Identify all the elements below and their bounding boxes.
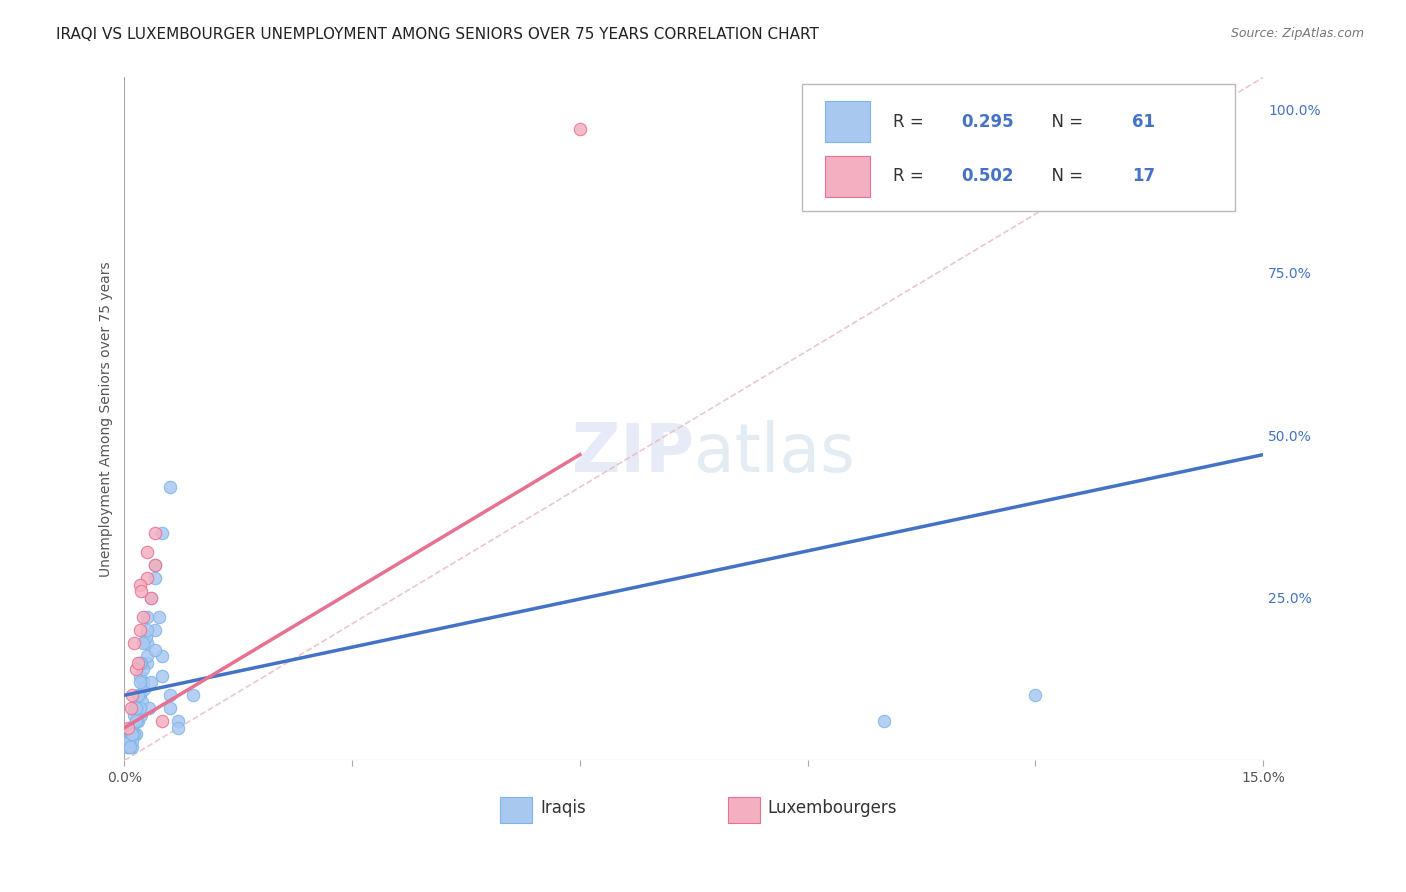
- Point: [125, 714, 148, 729]
- Point: [118, 733, 141, 747]
- Point: [128, 656, 150, 670]
- Point: [132, 610, 155, 624]
- Point: [121, 727, 143, 741]
- Point: [152, 669, 174, 683]
- Point: [139, 591, 162, 605]
- FancyBboxPatch shape: [825, 156, 870, 197]
- FancyBboxPatch shape: [801, 84, 1234, 211]
- Text: R =: R =: [893, 112, 929, 131]
- Point: [118, 740, 141, 755]
- Point: [143, 525, 166, 540]
- Point: [121, 721, 143, 735]
- Text: 0.502: 0.502: [962, 168, 1014, 186]
- Point: [136, 610, 159, 624]
- Point: [136, 649, 159, 664]
- Point: [135, 630, 157, 644]
- Point: [134, 681, 156, 696]
- Point: [148, 610, 170, 624]
- Point: [120, 721, 142, 735]
- Point: [132, 662, 155, 676]
- Point: [143, 624, 166, 638]
- Point: [166, 721, 188, 735]
- Point: [125, 714, 148, 729]
- Point: [143, 558, 166, 573]
- Point: [143, 642, 166, 657]
- Point: [117, 721, 139, 735]
- Point: [120, 721, 142, 735]
- Point: [132, 675, 155, 690]
- Point: [159, 688, 181, 702]
- Point: [136, 571, 159, 585]
- FancyBboxPatch shape: [825, 102, 870, 143]
- Point: [128, 701, 150, 715]
- Point: [120, 727, 142, 741]
- Point: [181, 688, 204, 702]
- Point: [121, 688, 143, 702]
- Point: [128, 624, 150, 638]
- Point: [138, 701, 160, 715]
- FancyBboxPatch shape: [728, 797, 759, 823]
- Point: [117, 740, 139, 755]
- Text: N =: N =: [1042, 112, 1088, 131]
- Point: [131, 695, 153, 709]
- Point: [129, 707, 152, 722]
- Point: [159, 701, 181, 715]
- Point: [125, 707, 148, 722]
- Point: [125, 662, 148, 676]
- Point: [568, 122, 591, 136]
- Text: N =: N =: [1042, 168, 1088, 186]
- Point: [127, 714, 149, 729]
- Point: [136, 636, 159, 650]
- Point: [122, 701, 145, 715]
- Point: [128, 688, 150, 702]
- Text: IRAQI VS LUXEMBOURGER UNEMPLOYMENT AMONG SENIORS OVER 75 YEARS CORRELATION CHART: IRAQI VS LUXEMBOURGER UNEMPLOYMENT AMONG…: [56, 27, 820, 42]
- Text: R =: R =: [893, 168, 929, 186]
- Point: [136, 656, 159, 670]
- Point: [125, 727, 148, 741]
- Point: [127, 656, 149, 670]
- Point: [120, 701, 142, 715]
- Point: [152, 649, 174, 664]
- Point: [117, 733, 139, 747]
- Point: [128, 669, 150, 683]
- Point: [128, 577, 150, 591]
- Point: [129, 584, 152, 599]
- Point: [143, 558, 166, 573]
- Point: [1024, 688, 1046, 702]
- Point: [121, 740, 143, 755]
- Point: [129, 656, 152, 670]
- Text: Source: ZipAtlas.com: Source: ZipAtlas.com: [1230, 27, 1364, 40]
- Point: [136, 545, 159, 559]
- Text: 61: 61: [1132, 112, 1156, 131]
- Point: [117, 740, 139, 755]
- Point: [121, 727, 143, 741]
- Point: [872, 714, 894, 729]
- Text: Luxembourgers: Luxembourgers: [768, 799, 897, 817]
- Text: 0.295: 0.295: [962, 112, 1014, 131]
- Point: [128, 675, 150, 690]
- Point: [143, 571, 166, 585]
- Point: [152, 714, 174, 729]
- Y-axis label: Unemployment Among Seniors over 75 years: Unemployment Among Seniors over 75 years: [100, 261, 114, 576]
- Point: [122, 707, 145, 722]
- Point: [159, 480, 181, 494]
- Point: [136, 624, 159, 638]
- Point: [127, 688, 149, 702]
- Point: [122, 636, 145, 650]
- Text: 17: 17: [1132, 168, 1156, 186]
- Point: [125, 701, 148, 715]
- Text: ZIP: ZIP: [572, 420, 693, 486]
- Point: [121, 733, 143, 747]
- Point: [124, 727, 146, 741]
- Text: Iraqis: Iraqis: [540, 799, 586, 817]
- FancyBboxPatch shape: [501, 797, 531, 823]
- Point: [118, 733, 141, 747]
- Text: atlas: atlas: [693, 420, 855, 486]
- Point: [139, 591, 162, 605]
- Point: [132, 636, 155, 650]
- Point: [139, 675, 162, 690]
- Point: [152, 525, 174, 540]
- Point: [166, 714, 188, 729]
